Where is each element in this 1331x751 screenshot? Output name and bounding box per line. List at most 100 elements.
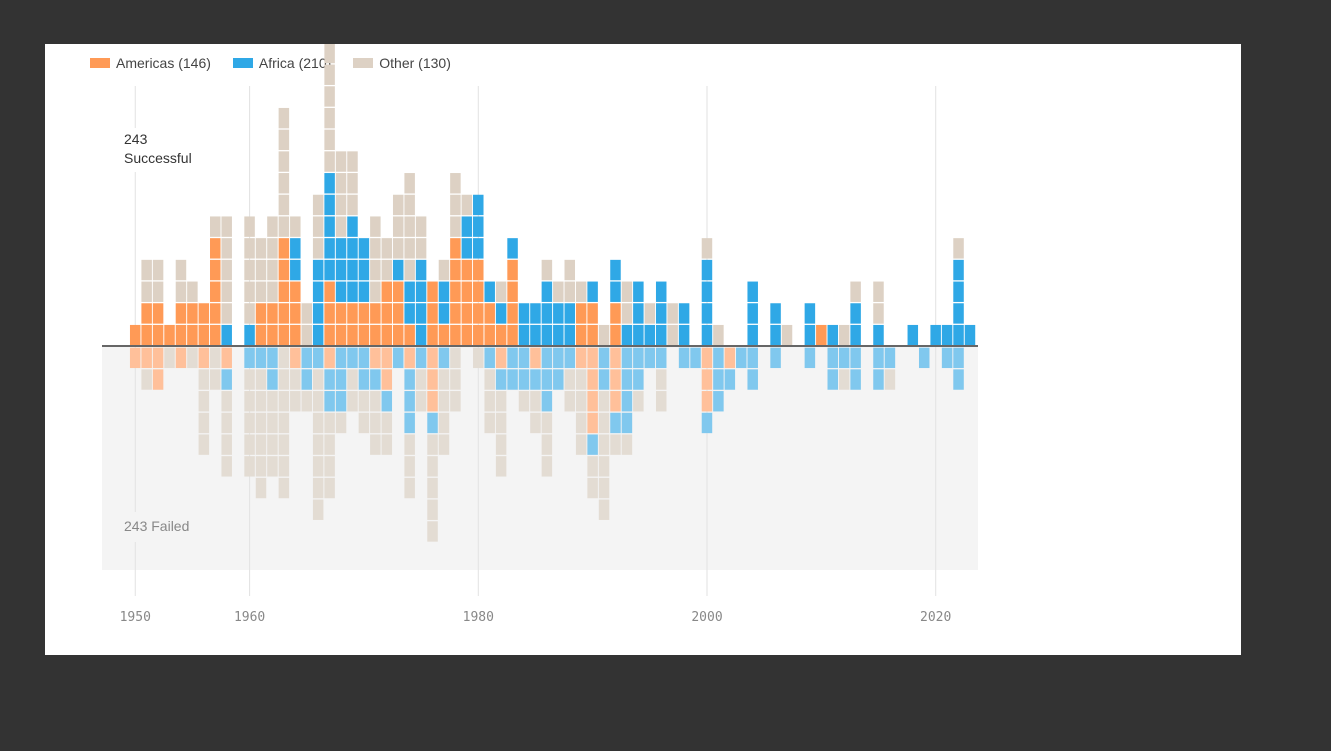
legend-item-americas[interactable]: Americas (146) — [90, 55, 211, 71]
success-cell-americas-1992 — [610, 303, 621, 324]
success-cell-americas-1951 — [141, 324, 152, 346]
failed-cell-africa-1991 — [598, 347, 610, 369]
failed-cell-americas-1974 — [404, 347, 415, 369]
success-cell-other-1995 — [644, 303, 656, 324]
success-cell-americas-1972 — [381, 303, 393, 324]
success-cell-americas-1970 — [358, 324, 370, 346]
success-cell-africa-1967 — [324, 259, 335, 281]
success-cell-americas-1983 — [507, 324, 518, 346]
success-cell-africa-1987 — [553, 303, 564, 324]
success-cell-africa-1970 — [358, 238, 370, 259]
success-cell-americas-1973 — [392, 303, 404, 324]
success-cell-americas-1980 — [473, 303, 484, 324]
legend-swatch-other — [353, 58, 374, 68]
failed-cell-africa-1969 — [347, 347, 358, 369]
success-cell-other-1962 — [267, 281, 278, 302]
success-cell-americas-1978 — [450, 281, 461, 302]
failed-cell-africa-2013 — [850, 347, 861, 369]
success-cell-americas-1983 — [507, 259, 518, 281]
failed-cell-africa-1976 — [427, 412, 438, 434]
failed-cell-other-1990 — [587, 456, 598, 477]
success-cell-other-1952 — [152, 259, 164, 281]
failed-cell-americas-1976 — [427, 347, 438, 369]
failed-cell-other-1962 — [267, 412, 278, 434]
failed-cell-other-1976 — [427, 434, 438, 455]
legend-item-other[interactable]: Other (130) — [353, 55, 451, 71]
success-cell-americas-1963 — [278, 259, 290, 281]
success-cell-americas-1964 — [290, 324, 301, 346]
failed-cell-americas-1990 — [587, 412, 598, 434]
success-cell-other-1997 — [667, 324, 678, 346]
failed-cell-americas-1967 — [324, 347, 335, 369]
success-cell-other-1951 — [141, 259, 152, 281]
failed-cell-other-1971 — [370, 434, 381, 455]
failed-cell-africa-2001 — [713, 369, 724, 390]
failed-cell-africa-1970 — [358, 369, 370, 390]
success-cell-other-1962 — [267, 259, 278, 281]
failed-cell-other-1960 — [244, 456, 255, 477]
x-tick-label-1960: 1960 — [234, 610, 265, 625]
success-cell-africa-1966 — [312, 281, 324, 302]
success-cell-americas-1954 — [175, 303, 187, 324]
failed-cell-other-1977 — [438, 369, 450, 390]
failed-cell-americas-1990 — [587, 347, 598, 369]
success-cell-americas-1957 — [210, 238, 221, 259]
success-cell-americas-1952 — [152, 303, 164, 324]
success-cell-africa-2004 — [747, 281, 758, 302]
failed-cell-other-1967 — [324, 412, 335, 434]
success-cell-other-1960 — [244, 238, 255, 259]
failed-cell-other-1964 — [290, 391, 301, 412]
failed-cell-africa-1960 — [244, 347, 255, 369]
success-cell-americas-1951 — [141, 303, 152, 324]
success-cell-americas-1983 — [507, 281, 518, 302]
success-cell-other-1958 — [221, 281, 232, 302]
failed-cell-africa-2015 — [873, 369, 884, 390]
failed-cell-other-1974 — [404, 477, 415, 499]
success-cell-other-1952 — [152, 281, 164, 302]
failed-cell-africa-1994 — [633, 369, 644, 390]
failed-cell-other-1980 — [473, 347, 484, 369]
failed-cell-other-1966 — [312, 434, 324, 455]
waffle-bar-chart: 1950 1960 1980 2000 2020 243 Successful 243 … — [102, 44, 978, 625]
success-cell-africa-1988 — [564, 303, 575, 324]
success-cell-africa-1998 — [678, 324, 690, 346]
success-cell-other-1962 — [267, 216, 278, 237]
success-cell-africa-1966 — [312, 259, 324, 281]
success-cell-other-1969 — [347, 151, 358, 172]
failed-cell-americas-2000 — [701, 347, 713, 369]
success-cell-americas-1980 — [473, 281, 484, 302]
failed-cell-africa-1962 — [267, 347, 278, 369]
success-cell-americas-1953 — [164, 324, 175, 346]
success-cell-americas-1963 — [278, 303, 290, 324]
success-cell-africa-2000 — [701, 259, 713, 281]
failed-cell-other-1961 — [255, 391, 267, 412]
failed-cell-other-1972 — [381, 434, 393, 455]
failed-cell-other-1957 — [210, 369, 221, 390]
failed-cells — [129, 347, 964, 542]
success-cell-africa-1967 — [324, 216, 335, 237]
failed-cell-other-1982 — [495, 391, 507, 412]
success-cell-other-1951 — [141, 281, 152, 302]
success-cell-americas-1956 — [198, 324, 210, 346]
legend-swatch-americas — [90, 58, 110, 68]
failed-cell-other-1956 — [198, 391, 210, 412]
success-cell-americas-1964 — [290, 303, 301, 324]
failed-cell-africa-1993 — [621, 347, 633, 369]
failed-cell-africa-1986 — [541, 391, 553, 412]
failed-cell-other-1956 — [198, 369, 210, 390]
failed-cell-africa-1981 — [484, 347, 495, 369]
success-cell-africa-2004 — [747, 303, 758, 324]
failed-cell-other-1986 — [541, 412, 553, 434]
success-cell-africa-1975 — [415, 303, 427, 324]
failed-cell-americas-1952 — [152, 369, 164, 390]
success-cell-americas-1957 — [210, 324, 221, 346]
success-cell-americas-1978 — [450, 303, 461, 324]
success-cell-americas-1992 — [610, 324, 621, 346]
failed-cell-other-1988 — [564, 369, 575, 390]
success-cell-africa-1970 — [358, 281, 370, 302]
legend-item-africa[interactable]: Africa (210) — [232, 55, 331, 71]
failed-cell-other-1967 — [324, 456, 335, 477]
success-cell-africa-1996 — [655, 324, 667, 346]
success-cell-other-1960 — [244, 303, 255, 324]
success-cell-americas-1978 — [450, 259, 461, 281]
